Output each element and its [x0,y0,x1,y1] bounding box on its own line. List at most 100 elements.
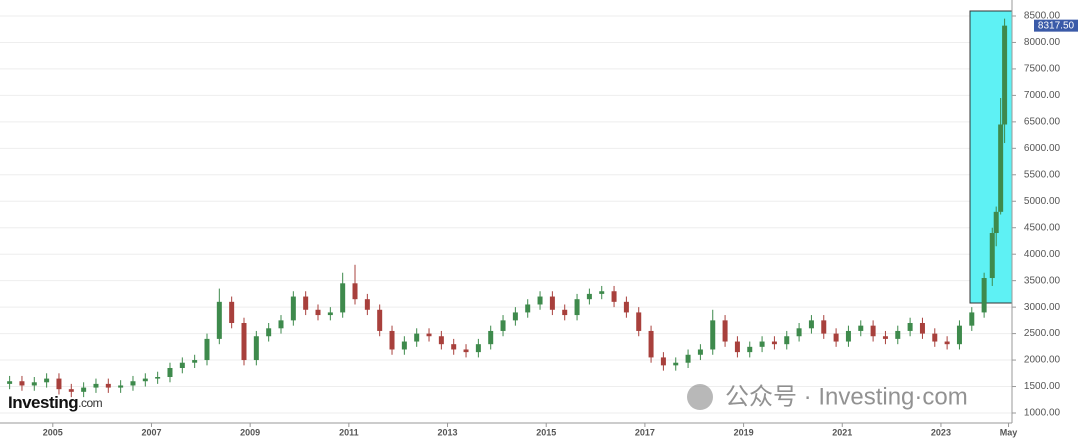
candle-body [882,336,888,339]
candle-body [389,330,395,350]
logo-brand: Investing [8,393,78,412]
candle-body [722,320,728,342]
candle-body [586,293,592,300]
candle-body [623,301,629,313]
candle-body [81,387,87,392]
candle-body [697,349,703,355]
candle-body [229,301,235,324]
y-tick-label: 7500.00 [1024,64,1061,75]
candle-body [956,325,962,345]
candle-body [31,382,37,386]
candle-body [475,344,481,353]
candle-body [19,381,25,386]
y-tick-label: 8000.00 [1024,37,1061,48]
watermark-icon [687,384,713,410]
candle-body [44,378,50,383]
y-tick-label: 3000.00 [1024,302,1061,313]
candle-body [278,320,284,329]
candle-body [266,328,272,337]
candle-body [93,383,99,388]
candle-body [821,320,827,334]
candle-body [919,323,925,334]
logo-suffix: .com [78,396,103,410]
grid [0,15,1012,414]
candle-body [68,389,74,392]
candle-body [796,328,802,337]
y-tick-label: 3500.00 [1024,275,1061,286]
candle-body [130,381,136,386]
candle-body [438,336,444,345]
candle-body [451,344,457,350]
y-tick-label: 5500.00 [1024,169,1061,180]
y-tick-label: 2500.00 [1024,328,1061,339]
y-tick-label: 1500.00 [1024,381,1061,392]
candle-body [660,357,666,366]
candle-body [998,124,1004,212]
candle-body [327,312,333,316]
x-tick-label: 2021 [832,427,852,437]
watermark: 公众号 · Investing·com [725,383,968,410]
candle-body [989,233,995,279]
candle-body [315,309,321,316]
candles [7,18,1008,398]
last-price-label: 8317.50 [1038,20,1075,31]
candle-body [155,376,161,379]
plot-area [0,0,1012,423]
x-tick-label: 2011 [339,427,359,437]
candle-body [562,309,568,316]
y-tick-label: 4000.00 [1024,249,1061,260]
candle-body [303,296,309,310]
candle-body [537,296,543,305]
candle-body [673,362,679,366]
x-tick-label: 2013 [438,427,458,437]
y-tick-label: 1000.00 [1024,408,1061,419]
candle-body [907,323,913,331]
candle-body [969,312,975,326]
candle-body [858,325,864,331]
candle-body [56,378,62,390]
axes: 1000.00 1500.00 2000.00 2500.00 3000.00 3500.… [43,11,1078,437]
x-tick-label: 2017 [635,427,655,437]
candle-body [747,346,753,353]
candle-body [993,211,999,234]
candle-body [784,336,790,345]
y-tick-label: 4500.00 [1024,222,1061,233]
candle-body [192,360,198,363]
candle-body [981,278,987,313]
candle-body [463,349,469,353]
candle-body [7,381,13,384]
candle-body [574,299,580,316]
candle-body [364,299,370,310]
y-tick-label: 7000.00 [1024,90,1061,101]
candle-body [118,385,124,388]
candle-body [377,309,383,331]
candle-body [179,362,185,369]
candle-body [808,320,814,329]
x-tick-label: 2019 [734,427,754,437]
candle-body [414,333,420,342]
candle-body [636,312,642,331]
last-price-box [1034,19,1078,32]
candle-body [525,304,531,313]
candle-body [290,296,296,321]
candle-body [426,333,432,337]
candle-body [142,378,148,382]
x-tick-label: 2007 [141,427,161,437]
candle-body [1002,25,1008,125]
candle-body [944,341,950,345]
x-tick-label: 2009 [240,427,260,437]
candle-body [599,291,605,294]
candle-body [611,291,617,302]
candle-body [648,330,654,358]
candle-body [734,341,740,353]
candle-body [352,283,358,300]
candle-body [105,383,111,388]
x-tick-label: 2015 [536,427,556,437]
candle-body [759,341,765,347]
y-tick-label: 2000.00 [1024,355,1061,366]
candle-body [710,320,716,350]
candle-body [685,354,691,363]
x-tick-label: 2005 [43,427,63,437]
